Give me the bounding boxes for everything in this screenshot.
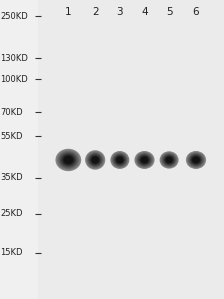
Ellipse shape: [188, 152, 204, 167]
Ellipse shape: [190, 154, 202, 166]
Ellipse shape: [91, 156, 99, 164]
Ellipse shape: [59, 152, 78, 168]
Ellipse shape: [92, 157, 99, 163]
Ellipse shape: [187, 152, 205, 168]
Ellipse shape: [186, 151, 206, 169]
Ellipse shape: [114, 154, 126, 166]
Ellipse shape: [190, 155, 202, 165]
FancyBboxPatch shape: [38, 0, 224, 299]
Ellipse shape: [115, 156, 124, 164]
Ellipse shape: [163, 154, 175, 166]
Ellipse shape: [191, 155, 201, 165]
Ellipse shape: [166, 157, 172, 163]
Ellipse shape: [160, 152, 178, 168]
Ellipse shape: [165, 156, 173, 164]
Ellipse shape: [159, 151, 179, 169]
Ellipse shape: [189, 154, 203, 166]
Ellipse shape: [64, 156, 73, 164]
Text: 2: 2: [92, 7, 99, 16]
Ellipse shape: [164, 155, 174, 164]
Ellipse shape: [188, 153, 204, 167]
Text: 100KD: 100KD: [0, 75, 28, 84]
Ellipse shape: [62, 155, 74, 165]
Ellipse shape: [86, 151, 105, 169]
Ellipse shape: [116, 157, 123, 163]
Ellipse shape: [192, 157, 200, 163]
Ellipse shape: [110, 151, 129, 169]
Ellipse shape: [139, 155, 150, 165]
Ellipse shape: [162, 153, 176, 167]
Text: 25KD: 25KD: [0, 209, 23, 218]
Text: 35KD: 35KD: [0, 173, 23, 182]
Ellipse shape: [112, 152, 128, 168]
Ellipse shape: [60, 153, 77, 167]
Ellipse shape: [86, 151, 104, 169]
Ellipse shape: [139, 155, 150, 165]
Ellipse shape: [89, 154, 102, 166]
Text: 4: 4: [141, 7, 148, 16]
Ellipse shape: [115, 155, 125, 165]
Ellipse shape: [63, 155, 74, 164]
Ellipse shape: [162, 154, 176, 166]
Text: 250KD: 250KD: [0, 12, 28, 21]
Text: 1: 1: [65, 7, 72, 16]
Ellipse shape: [111, 152, 129, 168]
Ellipse shape: [112, 152, 128, 167]
Text: 6: 6: [193, 7, 199, 16]
Ellipse shape: [138, 154, 151, 166]
Ellipse shape: [89, 154, 101, 166]
Ellipse shape: [134, 151, 155, 169]
Ellipse shape: [62, 154, 75, 166]
Ellipse shape: [56, 150, 80, 170]
Ellipse shape: [88, 153, 102, 167]
Ellipse shape: [61, 153, 76, 167]
Ellipse shape: [90, 155, 100, 164]
Ellipse shape: [140, 156, 149, 164]
Ellipse shape: [88, 152, 103, 167]
Ellipse shape: [164, 155, 175, 165]
Ellipse shape: [85, 150, 105, 170]
Text: 3: 3: [116, 7, 123, 16]
Ellipse shape: [161, 153, 177, 167]
Text: 130KD: 130KD: [0, 54, 28, 63]
Ellipse shape: [113, 154, 127, 166]
Ellipse shape: [58, 151, 79, 169]
Ellipse shape: [187, 152, 205, 168]
Text: 70KD: 70KD: [0, 108, 23, 117]
Ellipse shape: [141, 157, 148, 163]
Ellipse shape: [136, 152, 153, 168]
Ellipse shape: [114, 155, 125, 165]
Ellipse shape: [137, 154, 152, 166]
Ellipse shape: [135, 152, 154, 168]
Ellipse shape: [116, 156, 124, 164]
Ellipse shape: [57, 150, 80, 170]
Text: 55KD: 55KD: [0, 132, 23, 141]
Ellipse shape: [113, 153, 127, 167]
Ellipse shape: [55, 149, 81, 171]
Text: 5: 5: [166, 7, 172, 16]
Ellipse shape: [161, 152, 177, 168]
Ellipse shape: [87, 152, 103, 168]
Ellipse shape: [140, 156, 149, 164]
Ellipse shape: [58, 151, 78, 169]
Ellipse shape: [137, 153, 152, 167]
Text: 15KD: 15KD: [0, 248, 23, 257]
Ellipse shape: [165, 156, 174, 164]
Ellipse shape: [136, 152, 153, 167]
Ellipse shape: [90, 155, 101, 165]
Ellipse shape: [192, 156, 200, 164]
Ellipse shape: [191, 156, 201, 164]
